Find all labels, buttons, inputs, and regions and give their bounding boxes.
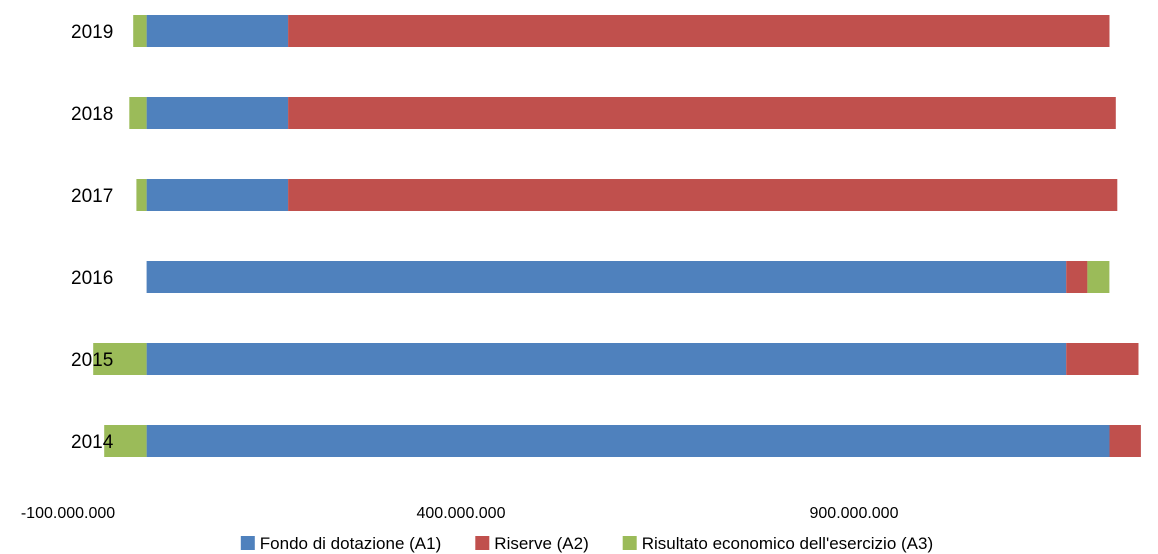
bar-2017-series-2 (288, 179, 1118, 211)
bar-2018-series-3 (129, 97, 147, 129)
bar-2019-series-2 (288, 15, 1110, 47)
legend-item-riserve-a2: Riserve (A2) (475, 534, 589, 553)
x-tick-label: 900.000.000 (810, 505, 899, 522)
bar-2014-series-2 (1109, 425, 1141, 457)
bar-2015-series-2 (1066, 343, 1139, 375)
legend-swatch (475, 536, 490, 550)
x-axis-tick-labels: -100.000.000 400.000.000 900.000.000 (21, 505, 899, 522)
legend-label: Risultato economico dell'esercizio (A3) (642, 534, 933, 553)
bar-2016-series-1 (146, 261, 1067, 293)
bars-layer (93, 15, 1141, 457)
legend-swatch (240, 536, 255, 550)
legend-item-risultato-economico-dell-esercizio-a3: Risultato economico dell'esercizio (A3) (622, 534, 933, 553)
bar-2016-series-2 (1066, 261, 1088, 293)
bar-2017-series-1 (146, 179, 289, 211)
bar-2019-series-3 (133, 15, 147, 47)
legend-swatch (622, 536, 637, 550)
category-label-2017: 2017 (71, 186, 113, 207)
category-labels: 2019 2018 2017 2016 2015 2014 (71, 22, 114, 453)
category-label-2014: 2014 (71, 432, 114, 453)
category-label-2018: 2018 (71, 104, 113, 125)
legend-item-fondo-di-dotazione-a1: Fondo di dotazione (A1) (240, 534, 441, 553)
bar-2019-series-1 (146, 15, 289, 47)
legend: Fondo di dotazione (A1) Riserve (A2) Risul… (240, 534, 933, 553)
bar-2014-series-3 (104, 425, 147, 457)
category-label-2015: 2015 (71, 350, 113, 371)
bar-2016-series-3 (1087, 261, 1110, 293)
bar-2018-series-2 (288, 97, 1116, 129)
bar-2015-series-3 (93, 343, 147, 375)
x-tick-label: 400.000.000 (417, 505, 506, 522)
legend-label: Fondo di dotazione (A1) (260, 534, 441, 553)
bar-2018-series-1 (146, 97, 289, 129)
bar-2015-series-1 (146, 343, 1067, 375)
legend-label: Riserve (A2) (494, 534, 588, 553)
x-tick-label: -100.000.000 (21, 505, 115, 522)
bar-2017-series-3 (136, 179, 147, 211)
category-label-2016: 2016 (71, 268, 113, 289)
bar-2014-series-1 (146, 425, 1110, 457)
category-label-2019: 2019 (71, 22, 113, 43)
